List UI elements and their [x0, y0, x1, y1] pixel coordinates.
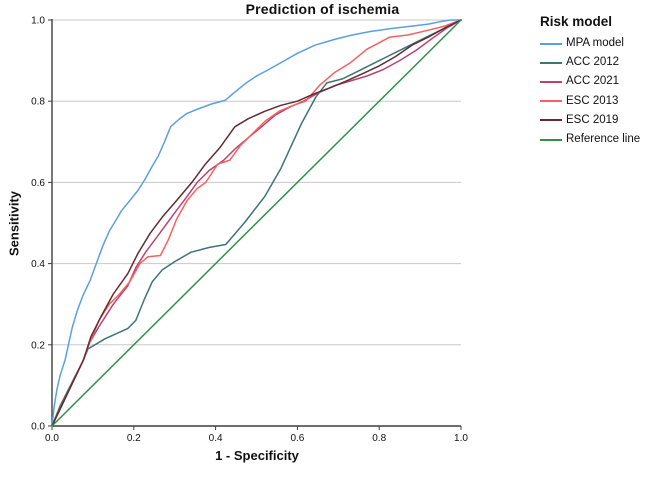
legend-item-acc-2012: ACC 2012	[540, 56, 644, 69]
x-tick-label-1.0: 1.0	[454, 433, 468, 444]
legend-label: ACC 2012	[566, 56, 620, 69]
legend: Risk model MPA model ACC 2012 ACC 2021 ESC …	[540, 14, 644, 152]
legend-item-esc-2019: ESC 2019	[540, 114, 644, 127]
series-line-esc-2019	[51, 19, 462, 427]
legend-label: ESC 2013	[566, 94, 619, 107]
legend-swatch-reference-line	[540, 138, 562, 141]
legend-label: Reference line	[566, 133, 641, 146]
x-tick-label-0.6: 0.6	[290, 433, 304, 444]
x-tick-label-0.0: 0.0	[45, 433, 59, 444]
x-tick-label-0.2: 0.2	[127, 433, 141, 444]
legend-swatch-acc-2021	[540, 81, 562, 84]
legend-items: MPA model ACC 2012 ACC 2021 ESC 2013 ESC 201…	[540, 37, 644, 146]
chart-title: Prediction of ischemia	[245, 1, 400, 17]
legend-label: MPA model	[566, 37, 624, 49]
x-axis-title: 1 - Specificity	[215, 448, 299, 463]
y-tick-label-0.2: 0.2	[31, 340, 45, 351]
series-line-reference-line	[51, 19, 462, 427]
legend-label: ACC 2021	[566, 75, 620, 88]
series-line-acc-2012	[51, 19, 462, 427]
y-tick-label-0.6: 0.6	[31, 178, 45, 189]
y-tick-label-1.0: 1.0	[31, 16, 45, 27]
series-line-esc-2013	[51, 19, 462, 427]
x-tick-label-0.4: 0.4	[209, 433, 223, 444]
series-line-mpa-model	[51, 19, 462, 427]
legend-swatch-acc-2012	[540, 61, 562, 64]
legend-item-acc-2021: ACC 2021	[540, 75, 644, 88]
y-tick-label-0.8: 0.8	[31, 97, 45, 108]
legend-item-mpa-model: MPA model	[540, 37, 644, 50]
x-tick-label-0.8: 0.8	[372, 433, 386, 444]
legend-title: Risk model	[540, 14, 613, 29]
legend-item-esc-2013: ESC 2013	[540, 95, 644, 108]
legend-item-reference-line: Reference line	[540, 133, 644, 146]
legend-swatch-mpa-model	[540, 42, 562, 45]
legend-label: ESC 2019	[566, 113, 619, 126]
legend-swatch-esc-2013	[540, 100, 562, 103]
legend-swatch-esc-2019	[540, 119, 562, 122]
y-tick-label-0.0: 0.0	[31, 422, 45, 433]
y-tick-label-0.4: 0.4	[31, 259, 45, 270]
